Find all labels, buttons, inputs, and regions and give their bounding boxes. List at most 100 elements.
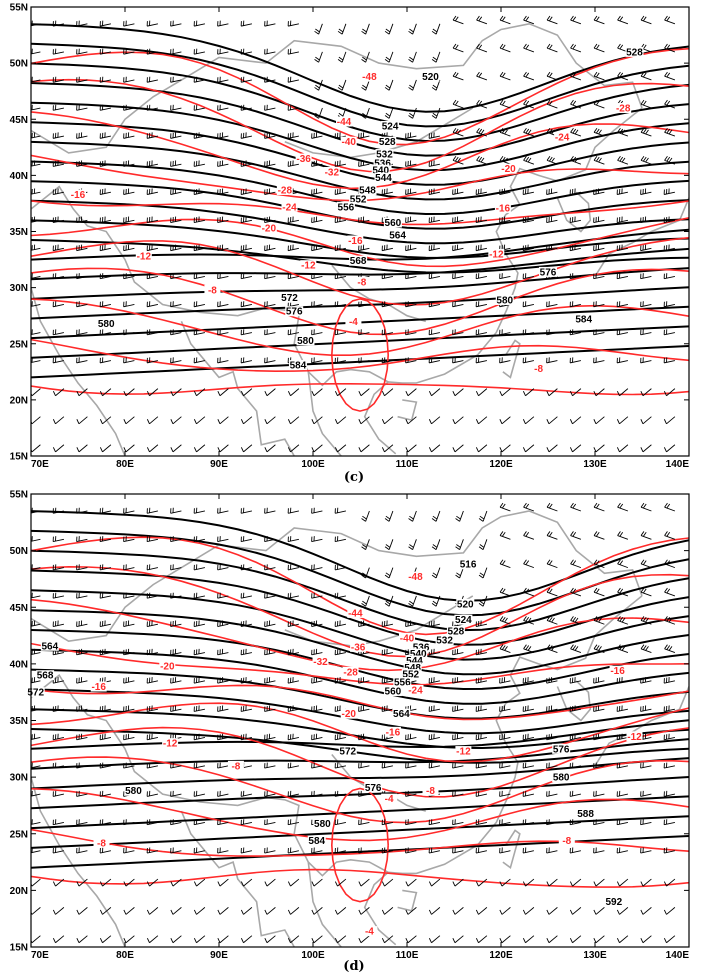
temperature-label: -20 (262, 224, 277, 235)
wind-barb (76, 416, 88, 425)
wind-barb (546, 216, 558, 224)
border-line (31, 510, 643, 643)
wind-barb (522, 878, 535, 887)
wind-barb (52, 357, 64, 364)
height-label-bg (358, 184, 377, 195)
wind-barb (264, 878, 276, 887)
wind-barbs (31, 502, 676, 944)
wind-barb (146, 301, 158, 308)
wind-barb (499, 71, 511, 81)
wind-barb (76, 819, 88, 826)
height-label-bg (349, 193, 368, 204)
wind-barb (146, 244, 158, 252)
wind-barb (570, 43, 582, 53)
wind-barb (361, 107, 370, 119)
wind-barb (428, 416, 441, 425)
border-line (556, 680, 592, 722)
border-line (180, 320, 295, 456)
wind-barb (616, 329, 628, 336)
wind-barb (522, 301, 534, 308)
height-label: 572 (281, 293, 298, 304)
wind-barb (640, 188, 652, 195)
wind-barb (311, 790, 323, 797)
temperature-contour (31, 200, 689, 226)
wind-barb (523, 531, 535, 540)
wind-barb (478, 595, 488, 607)
wind-barb (358, 733, 370, 741)
wind-barb (523, 616, 535, 625)
wind-barb (570, 15, 582, 25)
wind-barb (76, 160, 88, 167)
wind-barb (76, 648, 88, 656)
wind-barb (664, 559, 676, 569)
wind-barb (475, 677, 487, 684)
wind-barb (546, 388, 558, 397)
height-label-bg (280, 292, 299, 303)
wind-barb (616, 790, 628, 797)
wind-barb (52, 48, 64, 55)
wind-barb (76, 357, 88, 364)
wind-barb (640, 847, 652, 854)
wind-barb (664, 43, 676, 53)
wind-barb (663, 357, 675, 364)
temperature-label: -12 (137, 252, 152, 263)
wind-barb (431, 567, 441, 579)
wind-barb (193, 507, 205, 514)
wind-barb (99, 273, 111, 280)
height-label: 544 (375, 173, 392, 184)
wind-barb (287, 444, 300, 453)
wind-barb (170, 357, 182, 364)
wind-barb (358, 444, 370, 453)
wind-barb (240, 76, 252, 83)
wind-barb (217, 762, 229, 769)
wind-barb (170, 705, 182, 712)
wind-barb (381, 388, 394, 397)
wind-barb (499, 273, 511, 280)
wind-barb (452, 244, 464, 252)
wind-barb (640, 71, 652, 81)
wind-barb (334, 790, 346, 797)
height-label: 528 (448, 627, 465, 638)
wind-barb (570, 616, 582, 625)
wind-barb (428, 847, 440, 854)
wind-barb (334, 762, 346, 769)
temperature-label: -8 (208, 285, 217, 296)
wind-barb (663, 273, 675, 280)
wind-barb (616, 388, 629, 397)
wind-barb (99, 878, 112, 887)
wind-barb (334, 907, 347, 915)
wind-barb (522, 790, 534, 797)
wind-barb (193, 733, 205, 741)
wind-barb (663, 216, 675, 224)
height-label: 520 (422, 72, 439, 83)
wind-barb (170, 132, 182, 139)
wind-barb (99, 790, 111, 797)
height-label: 528 (626, 47, 643, 58)
wind-barb (381, 648, 393, 656)
wind-barb (193, 935, 206, 944)
temperature-label: -40 (400, 633, 415, 644)
wind-barb (264, 790, 276, 797)
wind-barb (664, 71, 676, 81)
wind-barb (546, 587, 558, 597)
wind-barb (76, 104, 88, 111)
wind-barb (123, 878, 135, 887)
wind-barb (170, 273, 182, 280)
height-label: 528 (379, 137, 396, 148)
wind-barb (99, 216, 111, 224)
wind-barb (76, 733, 88, 741)
wind-barb (240, 507, 252, 514)
wind-barb (99, 20, 111, 27)
wind-barb (99, 705, 111, 712)
wind-barb (334, 507, 346, 514)
height-label-bg (409, 648, 428, 659)
wind-barb (287, 507, 299, 514)
wind-barb (593, 616, 605, 625)
wind-barb (240, 132, 252, 139)
height-label: 564 (41, 641, 58, 652)
height-label: 548 (359, 185, 376, 196)
wind-barb (593, 188, 605, 195)
wind-barb (123, 104, 135, 111)
lat-tick-label: 40N (10, 659, 28, 670)
height-label: 568 (37, 671, 54, 682)
